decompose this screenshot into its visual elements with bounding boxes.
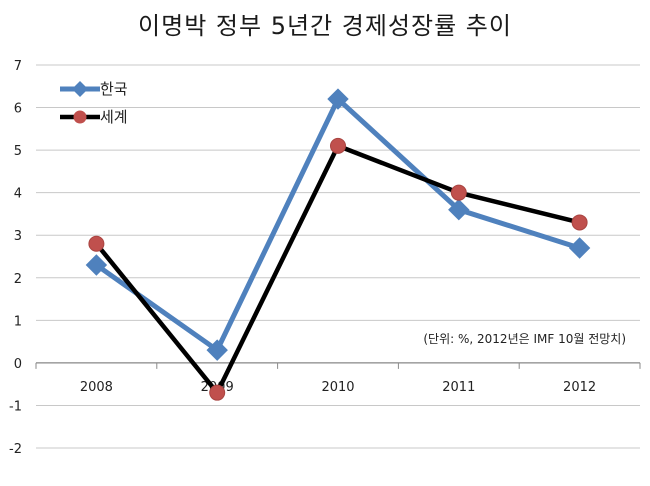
chart-title: 이명박 정부 5년간 경제성장률 추이 [138, 12, 512, 40]
y-tick-label: 3 [14, 229, 22, 244]
legend-label-korea: 한국 [100, 80, 128, 98]
series-line-world [94, 143, 581, 395]
y-tick-label: 6 [14, 102, 22, 117]
series-line-korea [94, 96, 581, 353]
y-tick-label: 7 [14, 59, 22, 74]
data-point-world [571, 214, 588, 231]
x-tick-label: 2008 [80, 380, 113, 395]
unit-note: (단위: %, 2012년은 IMF 10월 전망치) [423, 332, 626, 346]
y-tick-label: -2 [9, 442, 22, 457]
data-point-korea [448, 198, 470, 221]
y-tick-label: 5 [14, 144, 22, 159]
x-tick-label: 2011 [442, 380, 475, 395]
y-tick-label: 1 [14, 314, 22, 329]
legend-marker-world [73, 110, 87, 124]
legend-label-world: 세계 [100, 108, 128, 126]
data-point-korea [327, 88, 349, 110]
x-tick-label: 2012 [563, 380, 596, 395]
legend-marker-korea [72, 81, 88, 97]
data-point-world [88, 235, 105, 252]
data-point-korea [85, 254, 108, 276]
data-point-korea [206, 339, 228, 361]
data-point-world [450, 184, 467, 201]
y-tick-label: 2 [14, 272, 22, 287]
y-tick-label: -1 [9, 399, 22, 414]
x-tick-label: 2010 [321, 380, 354, 395]
y-tick-label: 0 [14, 357, 22, 372]
data-point-korea [568, 237, 591, 259]
data-point-world [330, 137, 346, 154]
data-point-world [209, 384, 226, 401]
y-tick-label: 4 [14, 187, 22, 202]
